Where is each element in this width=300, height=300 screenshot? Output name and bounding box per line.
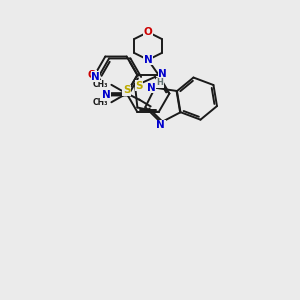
Text: N: N	[158, 69, 167, 79]
Text: N: N	[144, 55, 152, 65]
Text: O: O	[87, 70, 96, 80]
Text: N: N	[147, 83, 155, 93]
Text: S: S	[123, 85, 130, 95]
Text: CH₃: CH₃	[93, 80, 108, 89]
Text: N: N	[91, 72, 100, 82]
Text: S: S	[135, 81, 143, 91]
Text: CH₃: CH₃	[93, 98, 108, 107]
Text: H: H	[157, 78, 164, 87]
Text: N: N	[156, 121, 165, 130]
Text: N: N	[102, 91, 110, 100]
Text: O: O	[144, 27, 152, 37]
